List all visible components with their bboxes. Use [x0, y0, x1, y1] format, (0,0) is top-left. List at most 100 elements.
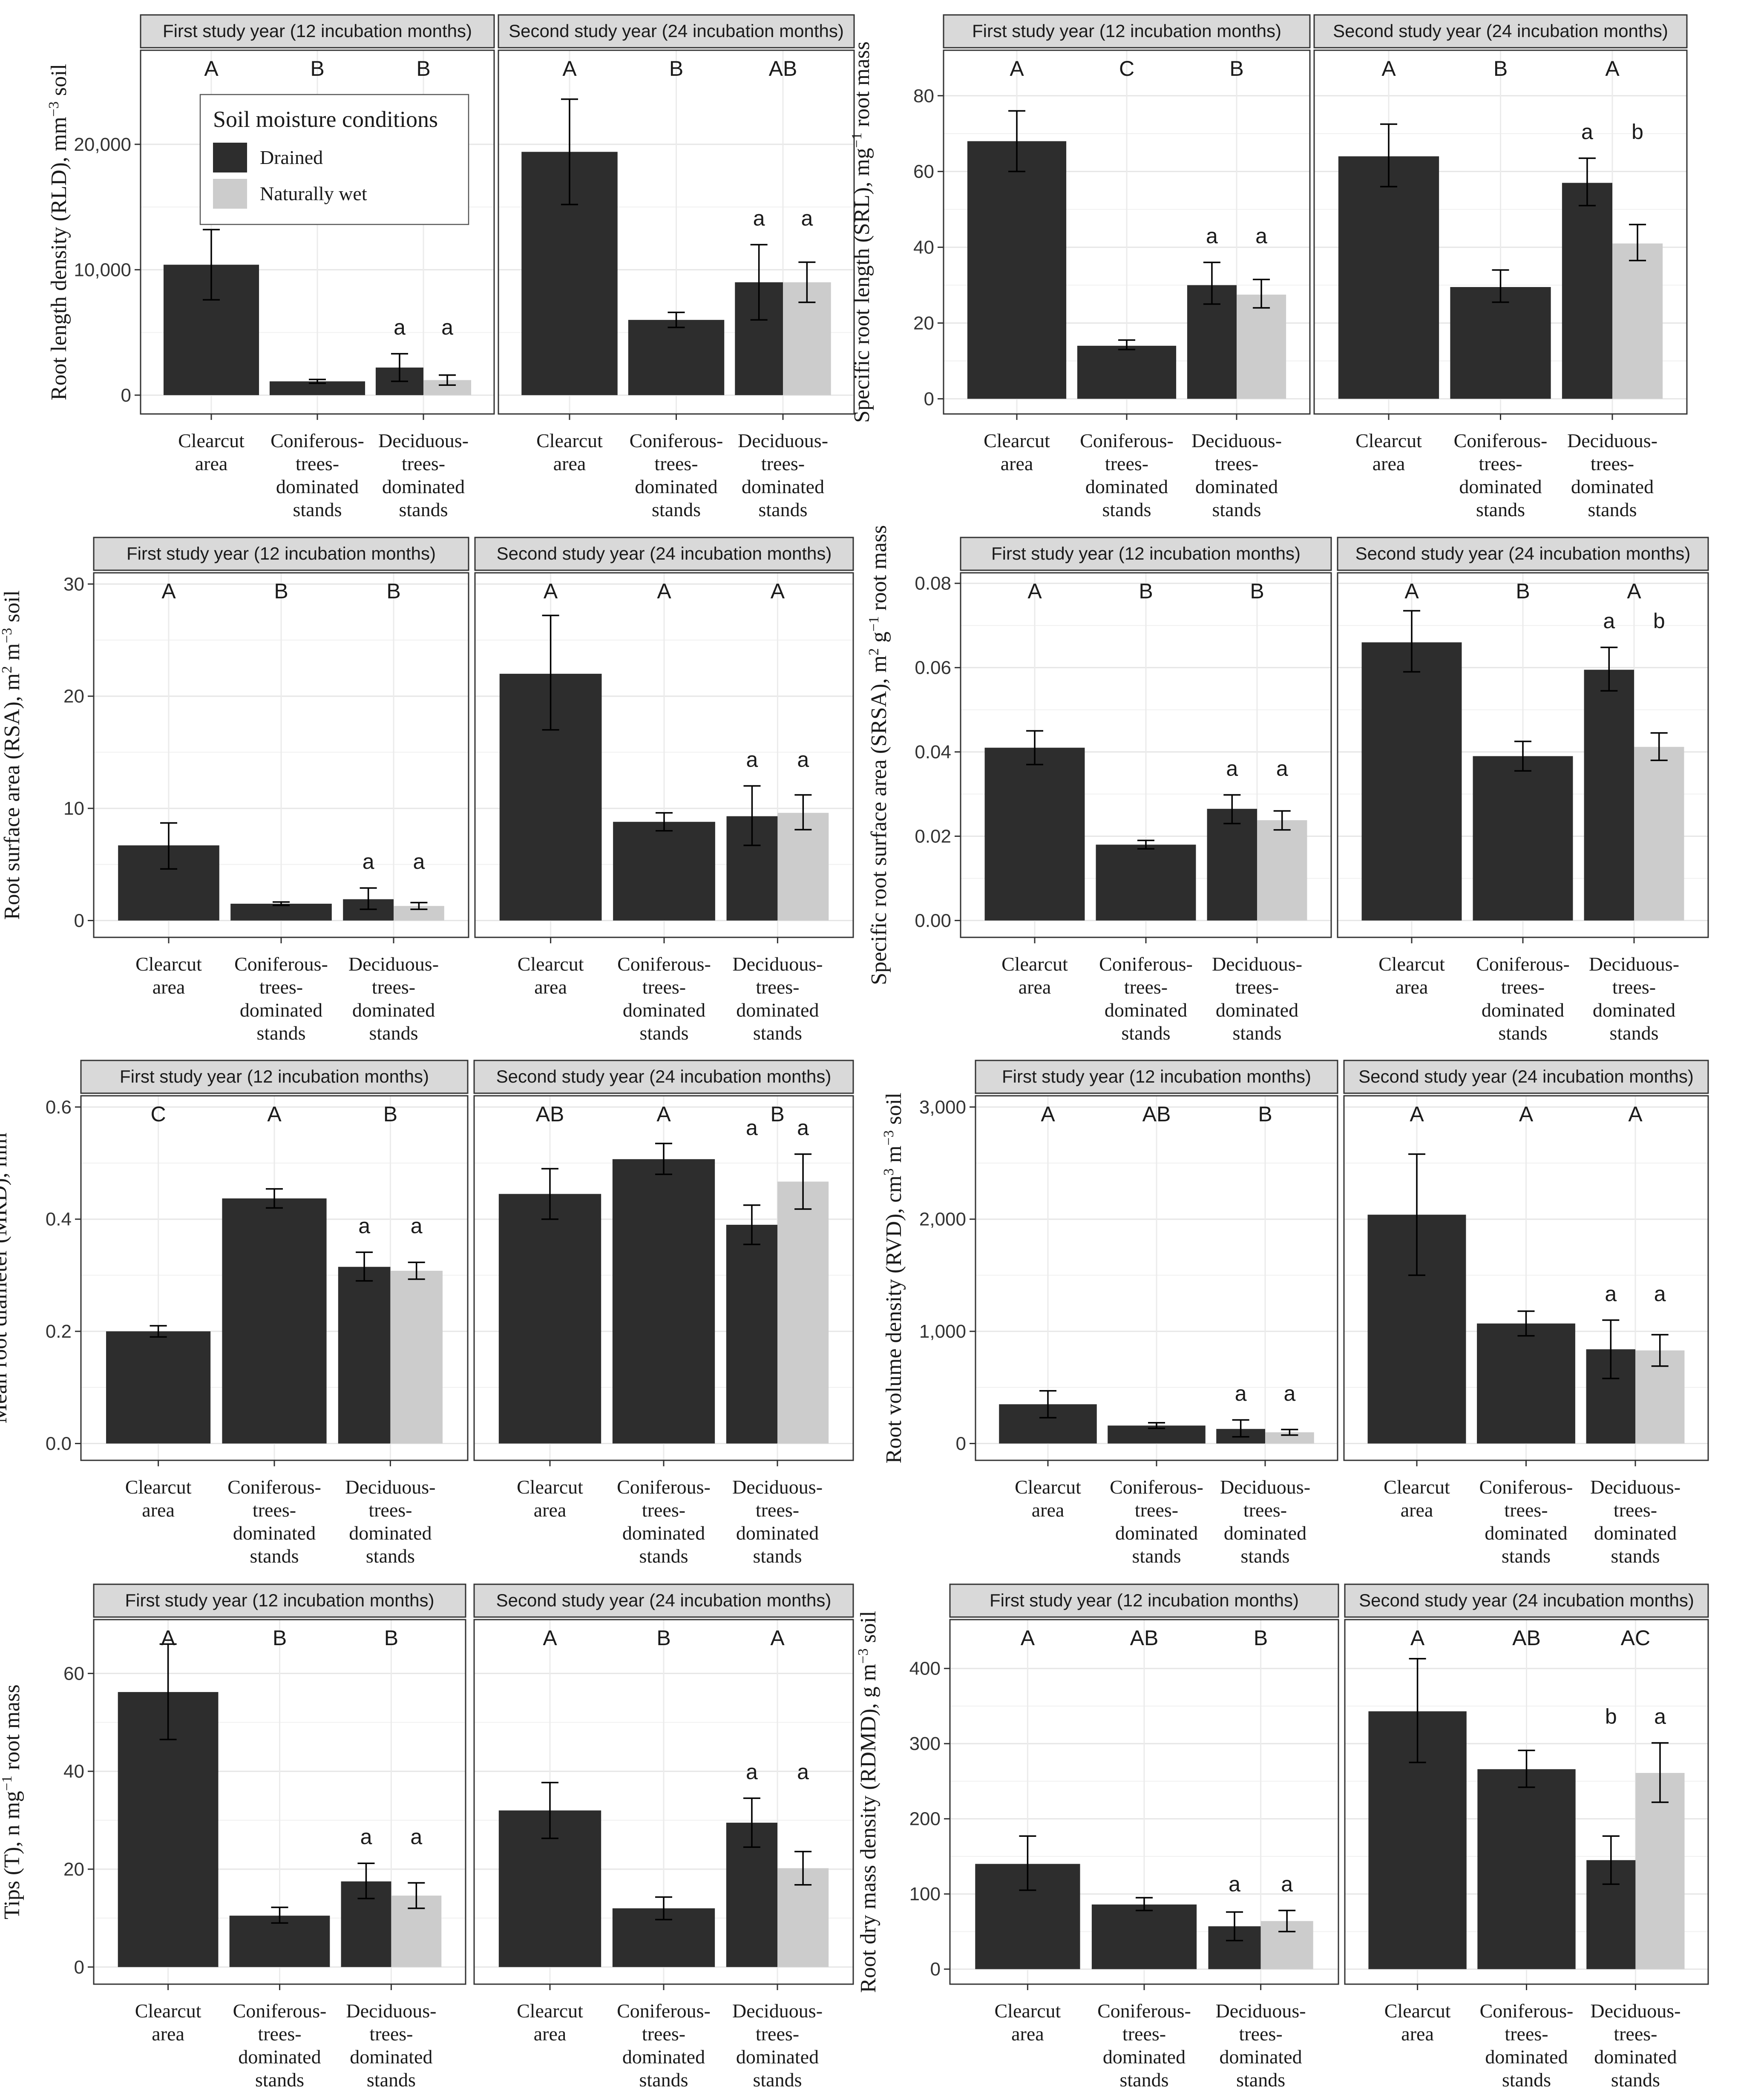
- x-category-label: dominated: [1195, 476, 1278, 497]
- x-category-label: trees-: [258, 2023, 301, 2045]
- y-axis-label-part: Root volume density (RVD), cm: [882, 1175, 906, 1463]
- y-tick-label: 0.02: [915, 826, 951, 847]
- significance-letter: A: [1627, 579, 1641, 603]
- y-axis-label-part: Specific root surface area (SRSA), m: [867, 655, 891, 985]
- bar-deciduous-naturally-wet: [1237, 294, 1286, 399]
- x-category-label: stands: [1502, 1545, 1551, 1567]
- y-tick-label: 100: [909, 1884, 941, 1905]
- significance-letter: A: [770, 1626, 785, 1650]
- significance-letter: A: [1404, 579, 1419, 603]
- x-category-label: trees-: [402, 453, 445, 474]
- facet-strip-label: Second study year (24 incubation months): [1333, 21, 1668, 41]
- x-category-label: stands: [366, 1545, 415, 1567]
- significance-letter: AB: [1512, 1626, 1541, 1650]
- x-category-label: Deciduous-: [1220, 1476, 1310, 1498]
- significance-letter-wet: b: [1632, 120, 1643, 144]
- x-category-label: Clearcut: [125, 1476, 192, 1498]
- x-category-label: stands: [1476, 499, 1525, 520]
- facet-strip: [960, 537, 1332, 571]
- x-category-label: trees-: [756, 976, 799, 998]
- bar-deciduous-drained: [1584, 669, 1634, 921]
- x-category-label: stands: [652, 499, 701, 520]
- x-category-label: stands: [1102, 499, 1151, 520]
- facet-strip: [473, 1060, 854, 1094]
- panel-second-year: Second study year (24 incubation months)…: [473, 1583, 854, 2091]
- x-category-label: Deciduous-: [1567, 430, 1657, 451]
- facet-strip: [140, 14, 495, 49]
- y-axis-label: Root volume density (RVD), cm3 m−3 soil: [881, 1093, 906, 1464]
- bar-deciduous-naturally-wet: [1612, 243, 1663, 399]
- panel-first-year: First study year (12 incubation months) C…: [80, 1060, 469, 1567]
- x-category-label: area: [534, 2023, 567, 2045]
- significance-letter: B: [386, 579, 400, 603]
- legend-swatch: [213, 143, 247, 172]
- y-tick-label: 0.4: [46, 1209, 72, 1230]
- x-category-label: trees-: [296, 453, 339, 474]
- x-category-label: Coniferous-: [1454, 430, 1548, 451]
- x-category-label: area: [1011, 2023, 1044, 2045]
- bar-clearcut-drained: [1338, 156, 1439, 399]
- significance-letter: A: [1027, 579, 1042, 603]
- panel-first-year: First study year (12 incubation months) A…: [975, 1060, 1338, 1567]
- significance-letter-wet: a: [411, 1214, 423, 1238]
- facet-strip-label: Second study year (24 incubation months): [1358, 1066, 1694, 1086]
- x-category-label: stands: [1236, 2069, 1285, 2091]
- y-tick-label: 3,000: [919, 1097, 966, 1118]
- facet-strip-label: First study year (12 incubation months): [1002, 1066, 1311, 1086]
- x-category-label: area: [1019, 976, 1051, 998]
- significance-letter-wet: a: [797, 1760, 809, 1784]
- significance-letter: B: [1254, 1626, 1268, 1650]
- x-category-label: dominated: [382, 476, 465, 497]
- bar-coniferous-drained: [612, 1159, 715, 1444]
- x-category-label: trees-: [369, 2023, 413, 2045]
- x-category-label: trees-: [1122, 2023, 1166, 2045]
- y-tick-label: 0.06: [915, 658, 951, 678]
- facet-strip-label: First study year (12 incubation months): [990, 1590, 1299, 1610]
- y-tick-label: 0.08: [915, 573, 951, 594]
- significance-letter: A: [1021, 1626, 1035, 1650]
- chart-8: Root dry mass density (RDMD), g m−3 soil…: [855, 1583, 1709, 2091]
- x-category-label: stands: [1588, 499, 1637, 520]
- x-category-label: dominated: [276, 476, 359, 497]
- bar-deciduous-drained: [726, 1224, 777, 1444]
- x-category-label: Coniferous-: [234, 953, 328, 975]
- significance-letter-wet: a: [1255, 224, 1267, 248]
- x-category-label: dominated: [736, 2046, 819, 2068]
- x-category-label: dominated: [1485, 2046, 1568, 2068]
- facet-strip: [93, 1583, 466, 1618]
- x-category-label: trees-: [1479, 453, 1522, 474]
- y-axis-label-part: soil: [47, 64, 71, 101]
- x-category-label: stands: [1611, 1545, 1660, 1567]
- x-category-label: stands: [399, 499, 448, 520]
- x-category-label: Deciduous-: [732, 2000, 823, 2022]
- x-category-label: trees-: [1612, 976, 1656, 998]
- x-category-label: Coniferous-: [270, 430, 364, 451]
- x-category-label: Clearcut: [1015, 1476, 1081, 1498]
- chart-1: Root length density (RLD), mm−3 soil 0 10,…: [46, 14, 855, 520]
- significance-letter: B: [656, 1626, 670, 1650]
- significance-letter: B: [770, 1102, 784, 1126]
- x-category-label: trees-: [642, 2023, 685, 2045]
- significance-letter-wet: a: [797, 747, 809, 771]
- y-tick-label: 0: [121, 385, 131, 406]
- significance-letter: C: [151, 1102, 166, 1126]
- significance-letter-wet: a: [441, 316, 453, 339]
- panel-second-year: Second study year (24 incubation months)…: [474, 537, 854, 1044]
- x-category-label: stands: [1502, 2069, 1551, 2091]
- significance-letter: AB: [769, 57, 797, 80]
- y-axis-label: Tips (T), n mg−1 root mass: [0, 1684, 24, 1919]
- y-axis-label-part: Root dry mass density (RDMD), g m: [856, 1664, 881, 1993]
- x-category-label: area: [142, 1499, 175, 1521]
- y-tick-label: 20,000: [74, 134, 131, 155]
- x-category-label: trees-: [253, 1499, 296, 1521]
- y-axis-label: Root surface area (RSA), m2 m−3 soil: [0, 590, 24, 920]
- x-category-label: Coniferous-: [227, 1476, 321, 1498]
- y-axis-label-superscript: −3: [46, 101, 62, 117]
- significance-letter: B: [669, 57, 683, 80]
- x-category-label: dominated: [349, 1522, 432, 1544]
- x-category-label: stands: [1122, 1022, 1171, 1044]
- y-axis-label-part: Root surface area (RSA), m: [0, 673, 24, 920]
- bar-deciduous-naturally-wet: [1257, 820, 1307, 921]
- panel-first-year: First study year (12 incubation months) A…: [949, 1583, 1339, 2091]
- y-tick-label: 300: [909, 1733, 941, 1754]
